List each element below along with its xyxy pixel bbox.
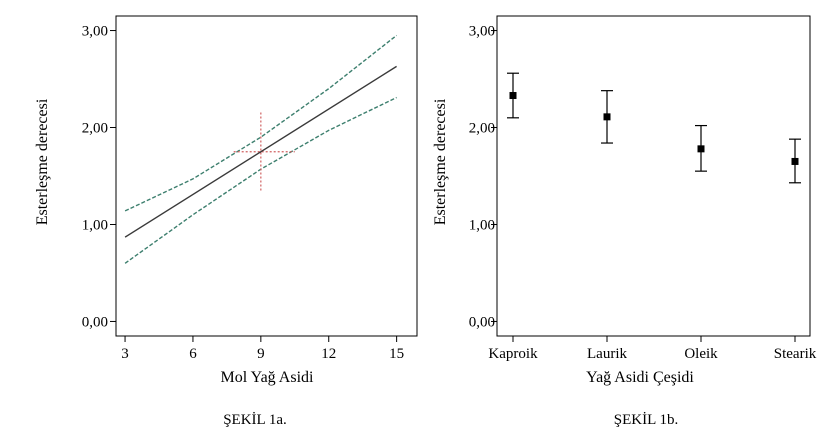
y-tick-label-1a: 1,00 [82, 217, 108, 233]
y-tick-label-1b: 2,00 [469, 121, 495, 137]
x-axis-1b: Kaproik Laurik Oleik Stearik [488, 336, 816, 362]
x-tick-label-1a: 9 [257, 346, 265, 362]
x-tick-label-1b: Oleik [684, 346, 718, 362]
y-axis-1b: 0,00 1,00 2,00 3,00 [469, 24, 497, 331]
x-axis-title-1a: Mol Yağ Asidi [221, 369, 314, 386]
mean-point [698, 145, 705, 152]
mean-point [604, 113, 611, 120]
plot-frame-1b [497, 16, 810, 336]
y-tick-label-1b: 1,00 [469, 217, 495, 233]
x-axis-1a: 3 6 9 12 15 [121, 336, 404, 362]
y-axis-1a: 0,00 1,00 2,00 3,00 [82, 24, 116, 331]
x-tick-label-1a: 12 [321, 346, 336, 362]
y-tick-label-1a: 3,00 [82, 24, 108, 40]
fit-line [125, 66, 397, 237]
y-tick-label-1b: 0,00 [469, 314, 495, 330]
x-tick-label-1b: Kaproik [488, 346, 538, 362]
x-tick-label-1a: 3 [121, 346, 129, 362]
y-tick-label-1b: 3,00 [469, 24, 495, 40]
mean-point [510, 92, 517, 99]
x-tick-label-1a: 6 [189, 346, 197, 362]
y-tick-label-1a: 2,00 [82, 121, 108, 137]
y-tick-label-1a: 0,00 [82, 314, 108, 330]
caption-1b: ŞEKİL 1b. [614, 412, 678, 428]
x-tick-label-1b: Stearik [774, 346, 817, 362]
chart-1b: 0,00 1,00 2,00 3,00 Kaproik Laurik Oleik Stear… [432, 16, 817, 428]
x-tick-label-1a: 15 [389, 346, 404, 362]
x-tick-label-1b: Laurik [587, 346, 627, 362]
mean-point [792, 158, 799, 165]
y-axis-title-1b: Esterleşme derecesi [432, 98, 449, 225]
caption-1a: ŞEKİL 1a. [223, 412, 287, 428]
plot-frame-1a [116, 16, 417, 336]
series-1b [507, 73, 801, 183]
y-axis-title-1a: Esterleşme derecesi [34, 98, 51, 225]
x-axis-title-1b: Yağ Asidi Çeşidi [586, 369, 694, 386]
series-1a [125, 35, 397, 263]
chart-1a: 0,00 1,00 2,00 3,00 3 6 9 12 15 Mol Yağ Asidi E… [34, 16, 417, 428]
